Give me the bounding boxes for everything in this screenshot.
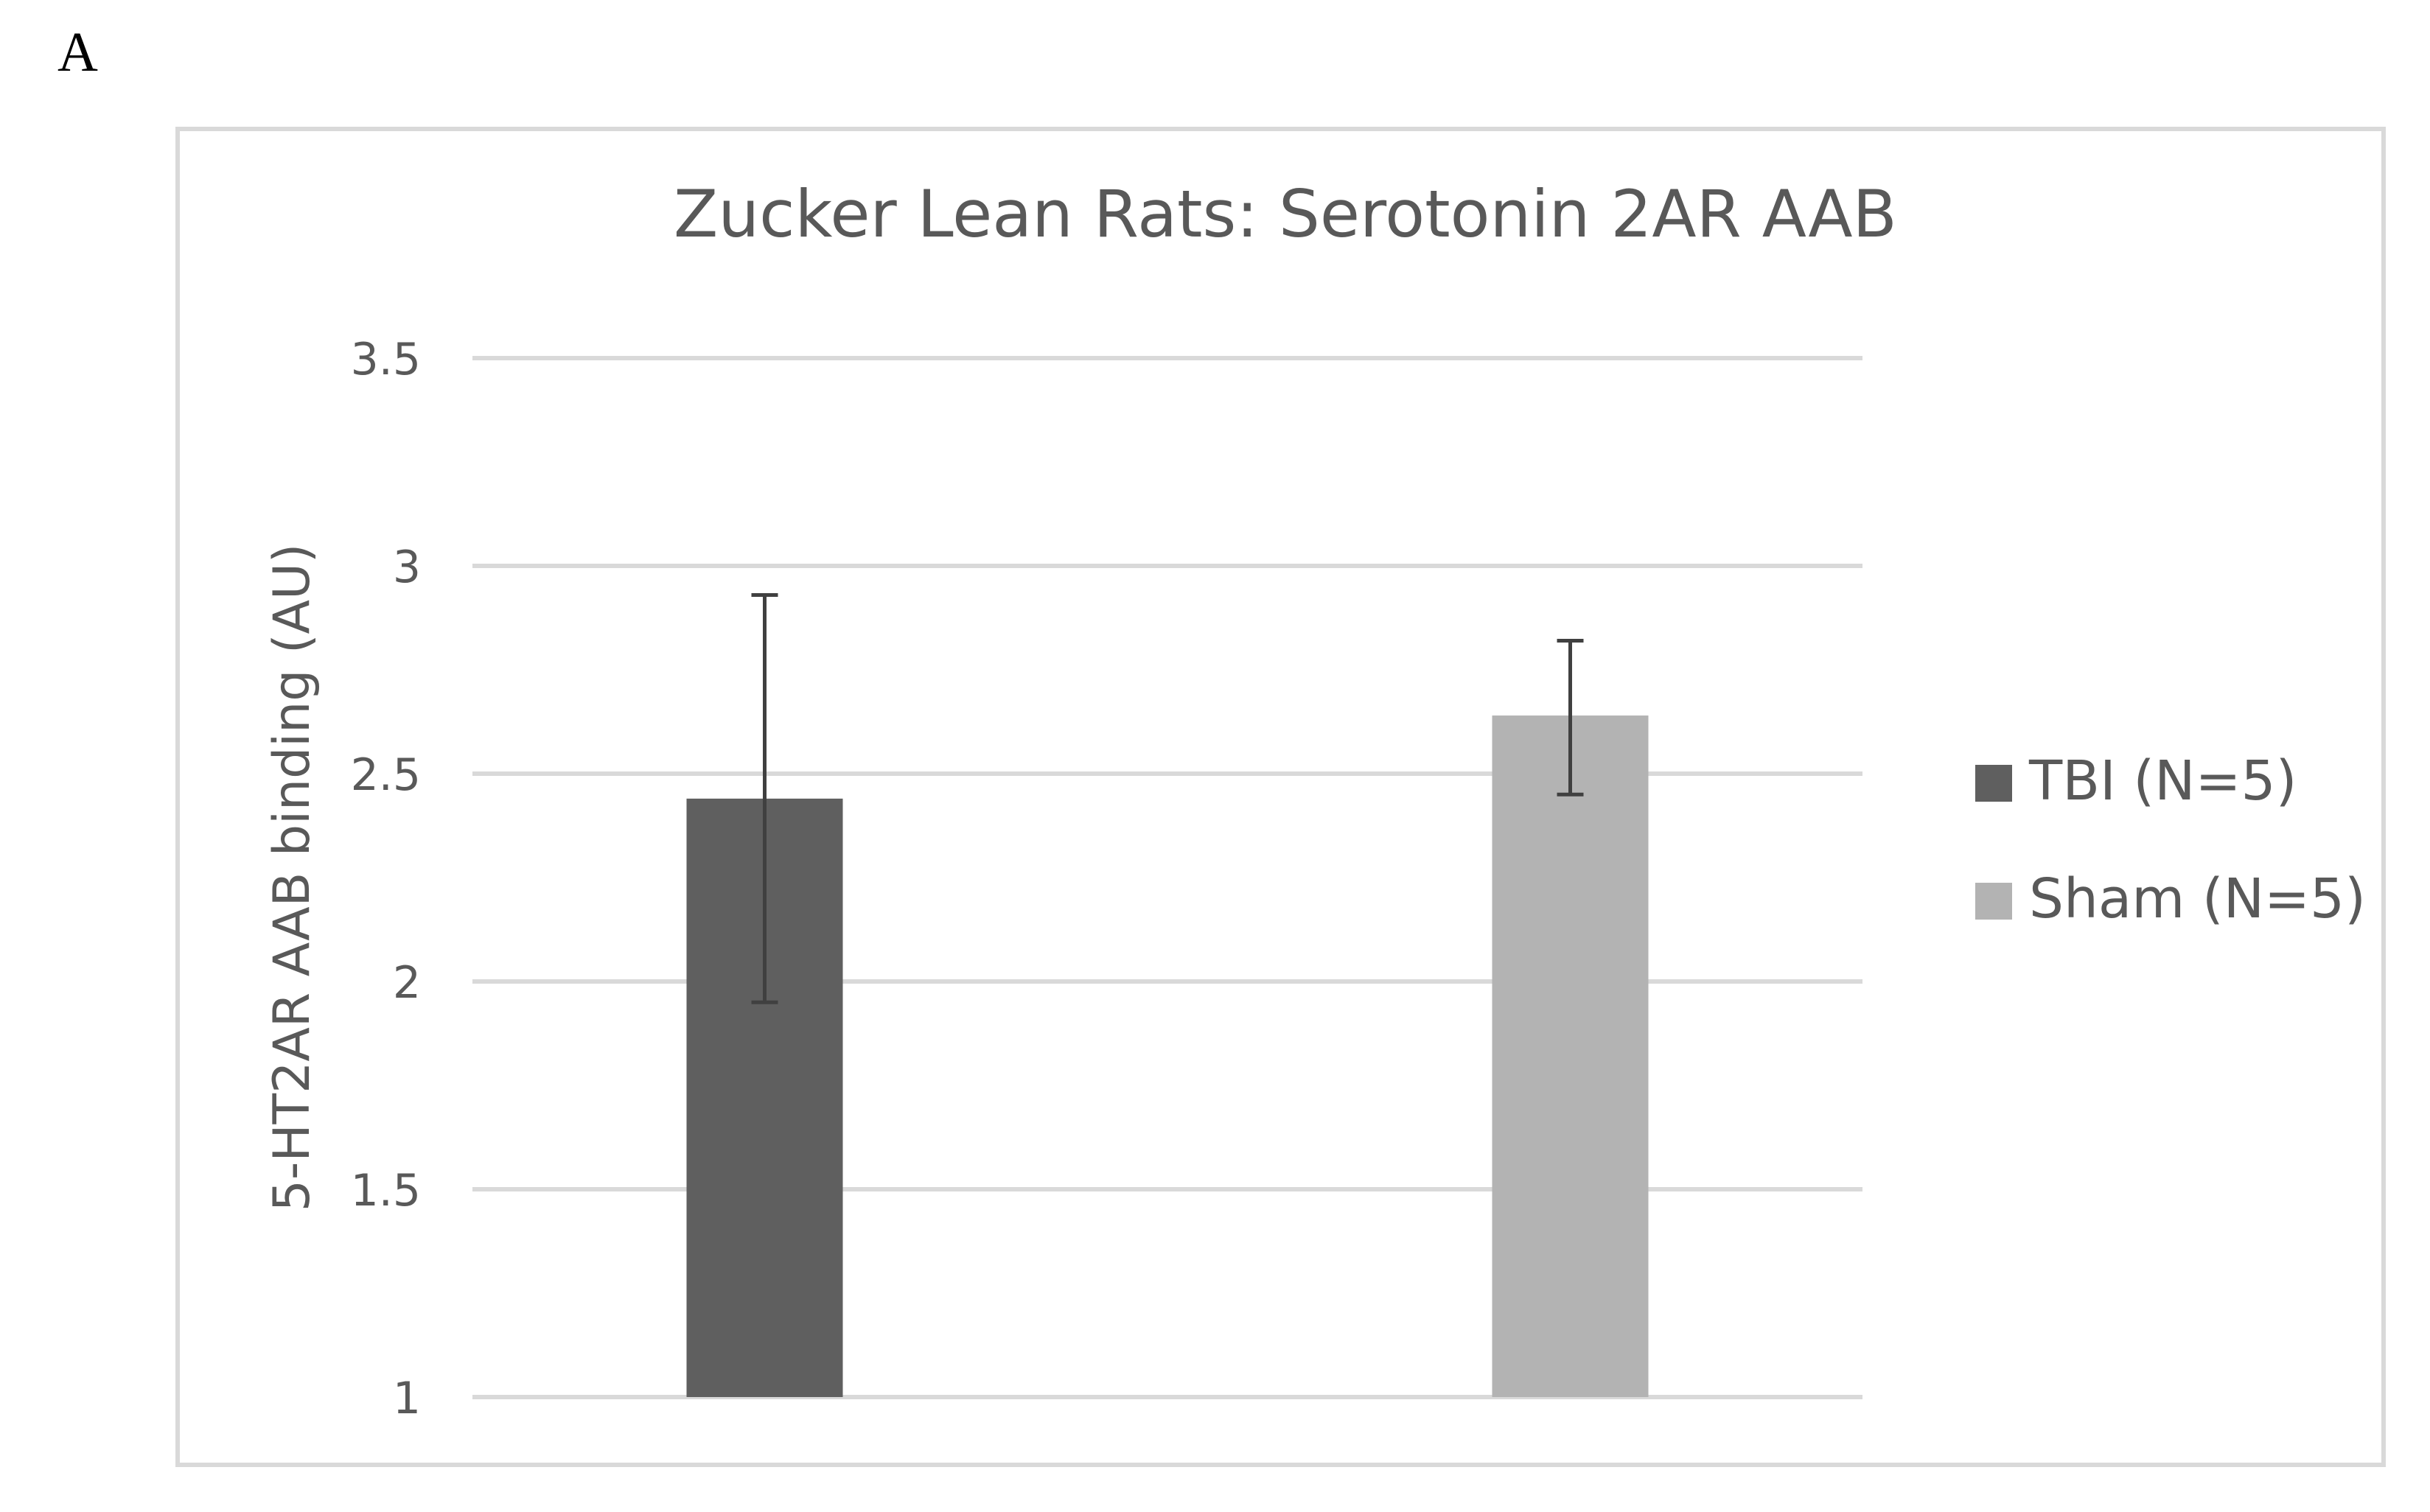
chart-svg: Zucker Lean Rats: Serotonin 2AR AAB 5-HT… <box>263 176 2366 1424</box>
y-tick-label: 3.5 <box>351 334 421 385</box>
y-tick-label: 3 <box>393 542 421 593</box>
y-axis-label: 5-HT2AR AAB binding (AU) <box>263 544 321 1212</box>
chart-frame: Zucker Lean Rats: Serotonin 2AR AAB 5-HT… <box>175 127 2386 1467</box>
y-tick-label: 1 <box>393 1373 421 1424</box>
legend: TBI (N=5) Sham (N=5) <box>1975 749 2366 931</box>
chart-title: Zucker Lean Rats: Serotonin 2AR AAB <box>674 176 1897 252</box>
error-bar-tbi <box>751 592 778 1004</box>
y-tick-label: 1.5 <box>351 1165 421 1217</box>
gridlines <box>472 356 1862 1399</box>
y-tick-labels: 1 1.5 2 2.5 3 3.5 <box>351 334 421 1424</box>
error-bar-sham <box>1557 639 1584 797</box>
legend-label: Sham (N=5) <box>2029 867 2366 931</box>
legend-swatch <box>1975 765 2012 802</box>
panel-label: A <box>57 21 98 83</box>
y-tick-label: 2 <box>393 957 421 1009</box>
error-bars <box>751 592 1584 1004</box>
legend-label: TBI (N=5) <box>2028 749 2297 813</box>
bars <box>686 715 1649 1397</box>
bar-sham <box>1492 715 1649 1397</box>
y-tick-label: 2.5 <box>351 749 421 801</box>
legend-swatch <box>1975 883 2012 920</box>
